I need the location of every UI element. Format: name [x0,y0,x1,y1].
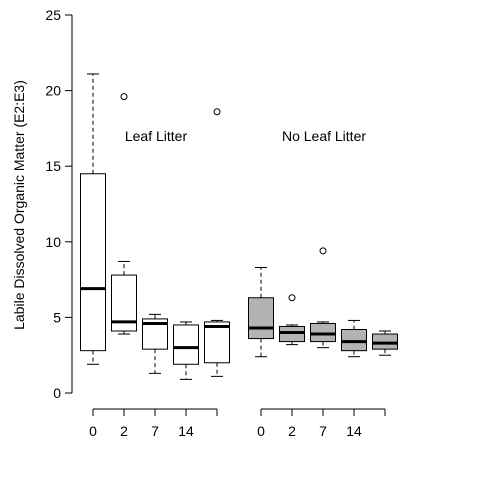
x-tick-label: 0 [257,423,265,439]
box-group: 0 2 7 14 No Leaf Litter [248,128,398,439]
box [80,73,106,365]
x-tick-label: 14 [178,423,194,439]
y-tick-label: 5 [53,309,61,325]
x-tick-label: 2 [120,423,128,439]
iqr-box [173,324,199,365]
box-group: 0 2 7 14 Leaf Litter [80,73,230,439]
box [204,108,230,377]
iqr-box [279,325,305,343]
y-tick-label: 0 [53,385,61,401]
y-tick-label: 20 [45,83,61,99]
y-tick-label: 10 [45,234,61,250]
iqr-box [372,333,398,350]
box [142,313,168,374]
box [279,294,305,346]
y-tick-label: 15 [45,158,61,174]
iqr-box [310,322,336,343]
box [248,267,274,358]
iqr-box [204,321,230,364]
x-tick-label: 2 [288,423,296,439]
y-axis: 0 5 10 15 20 25 [45,7,73,401]
x-tick-label: 7 [319,423,327,439]
x-tick-label: 7 [151,423,159,439]
x-tick-label: 0 [89,423,97,439]
outlier-point [319,247,327,255]
iqr-box [80,173,106,352]
y-axis-label: Labile Dissolved Organic Matter (E2:E3) [11,80,27,330]
outlier-point [288,294,296,302]
iqr-box [248,297,274,340]
y-tick-label: 25 [45,7,61,23]
box [111,93,137,335]
box [310,247,336,349]
group-label: No Leaf Litter [282,128,366,144]
x-tick-label: 14 [346,423,362,439]
group-label: Leaf Litter [125,128,188,144]
outlier-point [120,93,128,101]
box [341,319,367,358]
outlier-point [213,108,221,116]
iqr-box [341,328,367,352]
box [372,330,398,356]
box-groups: 0 2 7 14 Leaf Litter 0 2 7 14 No Leaf Litter [80,73,398,439]
box [173,321,199,380]
